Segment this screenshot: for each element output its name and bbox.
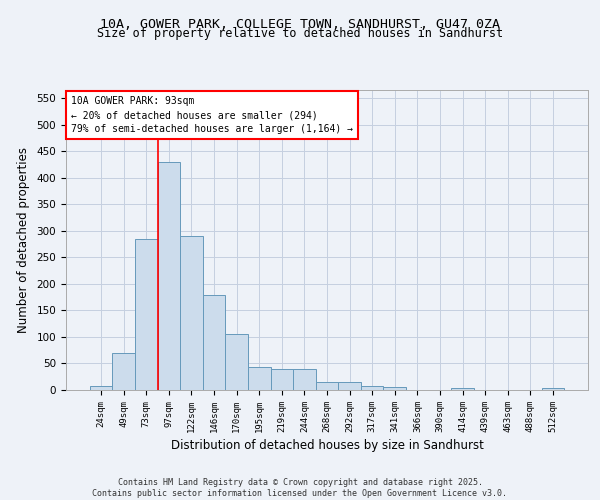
Bar	[135, 238, 158, 390]
Bar	[542, 388, 564, 390]
Text: 10A, GOWER PARK, COLLEGE TOWN, SANDHURST, GU47 0ZA: 10A, GOWER PARK, COLLEGE TOWN, SANDHURST…	[100, 18, 500, 30]
Bar	[248, 367, 271, 390]
Bar	[316, 382, 338, 390]
Text: Size of property relative to detached houses in Sandhurst: Size of property relative to detached ho…	[97, 28, 503, 40]
Bar	[271, 369, 293, 390]
Bar	[112, 353, 135, 390]
Bar	[180, 236, 203, 390]
Bar	[158, 162, 180, 390]
Text: Contains HM Land Registry data © Crown copyright and database right 2025.
Contai: Contains HM Land Registry data © Crown c…	[92, 478, 508, 498]
X-axis label: Distribution of detached houses by size in Sandhurst: Distribution of detached houses by size …	[170, 439, 484, 452]
Text: 10A GOWER PARK: 93sqm
← 20% of detached houses are smaller (294)
79% of semi-det: 10A GOWER PARK: 93sqm ← 20% of detached …	[71, 96, 353, 134]
Bar	[203, 296, 226, 390]
Bar	[451, 388, 474, 390]
Bar	[338, 382, 361, 390]
Y-axis label: Number of detached properties: Number of detached properties	[17, 147, 29, 333]
Bar	[361, 386, 383, 390]
Bar	[226, 334, 248, 390]
Bar	[383, 388, 406, 390]
Bar	[293, 369, 316, 390]
Bar	[90, 386, 112, 390]
